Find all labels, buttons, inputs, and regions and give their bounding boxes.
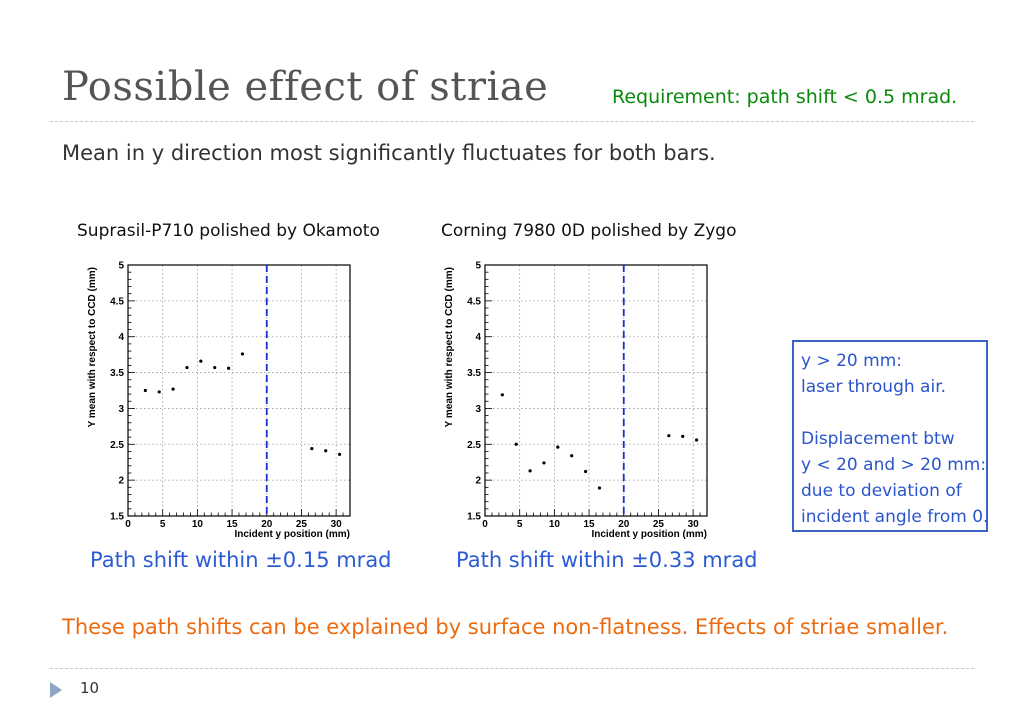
note-line: [801, 400, 979, 426]
x-tick-label: 5: [160, 519, 166, 530]
x-tick-label: 10: [192, 519, 204, 530]
left-path-shift: Path shift within ±0.15 mrad: [90, 548, 392, 572]
plot-frame: [127, 264, 351, 517]
y-tick-label: 4.5: [110, 296, 124, 307]
note-line: due to deviation of: [801, 481, 962, 501]
y-tick-label: 5: [475, 261, 481, 272]
y-tick-label: 3: [475, 404, 481, 415]
plot-frame: [484, 264, 708, 517]
y-tick-label: 1.5: [467, 512, 481, 523]
note-line: y > 20 mm:: [801, 351, 902, 371]
data-point: [324, 449, 328, 453]
x-tick-label: 25: [296, 519, 308, 530]
data-point: [667, 434, 671, 438]
y-tick-label: 2: [475, 476, 481, 487]
x-axis-label: Incident y position (mm): [234, 529, 350, 540]
y-tick-label: 2.5: [467, 440, 481, 451]
data-point: [528, 469, 532, 473]
x-tick-label: 25: [653, 519, 665, 530]
right-path-shift: Path shift within ±0.33 mrad: [456, 548, 758, 572]
footer-rule: [50, 668, 974, 669]
data-point: [213, 365, 217, 370]
conclusion-text: These path shifts can be explained by su…: [62, 615, 949, 639]
note-line: y < 20 and > 20 mm:: [801, 455, 987, 475]
data-point: [226, 366, 231, 370]
y-tick-label: 4: [118, 332, 124, 343]
play-triangle-icon: [50, 682, 62, 698]
note-box: y > 20 mm: laser through air. Displaceme…: [792, 340, 988, 532]
x-tick-label: 15: [227, 519, 239, 530]
y-axis-label: Y mean with respect to CCD (mm): [444, 267, 455, 427]
page-number: 10: [80, 679, 100, 697]
x-tick-label: 5: [517, 519, 523, 530]
y-tick-label: 4: [475, 332, 481, 343]
data-point: [337, 452, 342, 456]
y-tick-label: 2: [118, 476, 124, 487]
data-point: [570, 454, 574, 458]
slide-title: Possible effect of striae: [62, 64, 549, 110]
x-axis-label: Incident y position (mm): [591, 529, 707, 540]
title-rule: [50, 121, 974, 122]
x-tick-label: 20: [618, 519, 630, 530]
data-point: [597, 486, 602, 490]
x-tick-label: 10: [549, 519, 561, 530]
data-point: [310, 446, 314, 451]
y-tick-label: 3.5: [467, 368, 481, 379]
data-point: [583, 469, 588, 474]
data-point: [171, 387, 175, 391]
data-point: [556, 445, 560, 449]
data-point: [514, 442, 518, 446]
x-tick-label: 30: [688, 519, 700, 530]
subtitle-text: Mean in y direction most significantly f…: [62, 141, 716, 165]
data-point: [500, 393, 504, 397]
x-tick-label: 15: [584, 519, 596, 530]
y-tick-label: 5: [118, 261, 124, 272]
data-point: [185, 365, 189, 370]
right-plot-caption: Corning 7980 0D polished by Zygo: [441, 221, 737, 241]
y-tick-label: 2.5: [110, 440, 124, 451]
note-line: laser through air.: [801, 377, 947, 397]
y-tick-label: 1.5: [110, 512, 124, 523]
data-point: [542, 461, 546, 465]
y-tick-label: 3: [118, 404, 124, 415]
data-point: [199, 359, 203, 363]
y-axis-label: Y mean with respect to CCD (mm): [87, 267, 98, 427]
data-point: [694, 438, 699, 442]
note-line: Displacement btw: [801, 429, 955, 449]
data-point: [681, 434, 685, 438]
right-scatter-plot: 0 5 10 15 20 25 30 1.5 2 2.5 3 3.5 4 4.5 5 Incident y p…: [444, 261, 708, 540]
data-point: [240, 352, 245, 356]
x-tick-label: 0: [482, 519, 488, 530]
left-scatter-plot: 0 5 10 15 20 25 30 1.5 2 2.5 3 3.5 4 4.5 5 Incident y p…: [87, 261, 351, 540]
data-point: [157, 390, 161, 394]
note-line: incident angle from 0.: [801, 507, 989, 527]
x-tick-label: 0: [125, 519, 131, 530]
x-tick-label: 20: [261, 519, 273, 530]
x-tick-label: 30: [331, 519, 343, 530]
requirement-text: Requirement: path shift < 0.5 mrad.: [612, 86, 958, 108]
left-plot-caption: Suprasil-P710 polished by Okamoto: [77, 221, 380, 241]
data-point: [143, 388, 147, 393]
y-tick-label: 3.5: [110, 368, 124, 379]
y-tick-label: 4.5: [467, 296, 481, 307]
